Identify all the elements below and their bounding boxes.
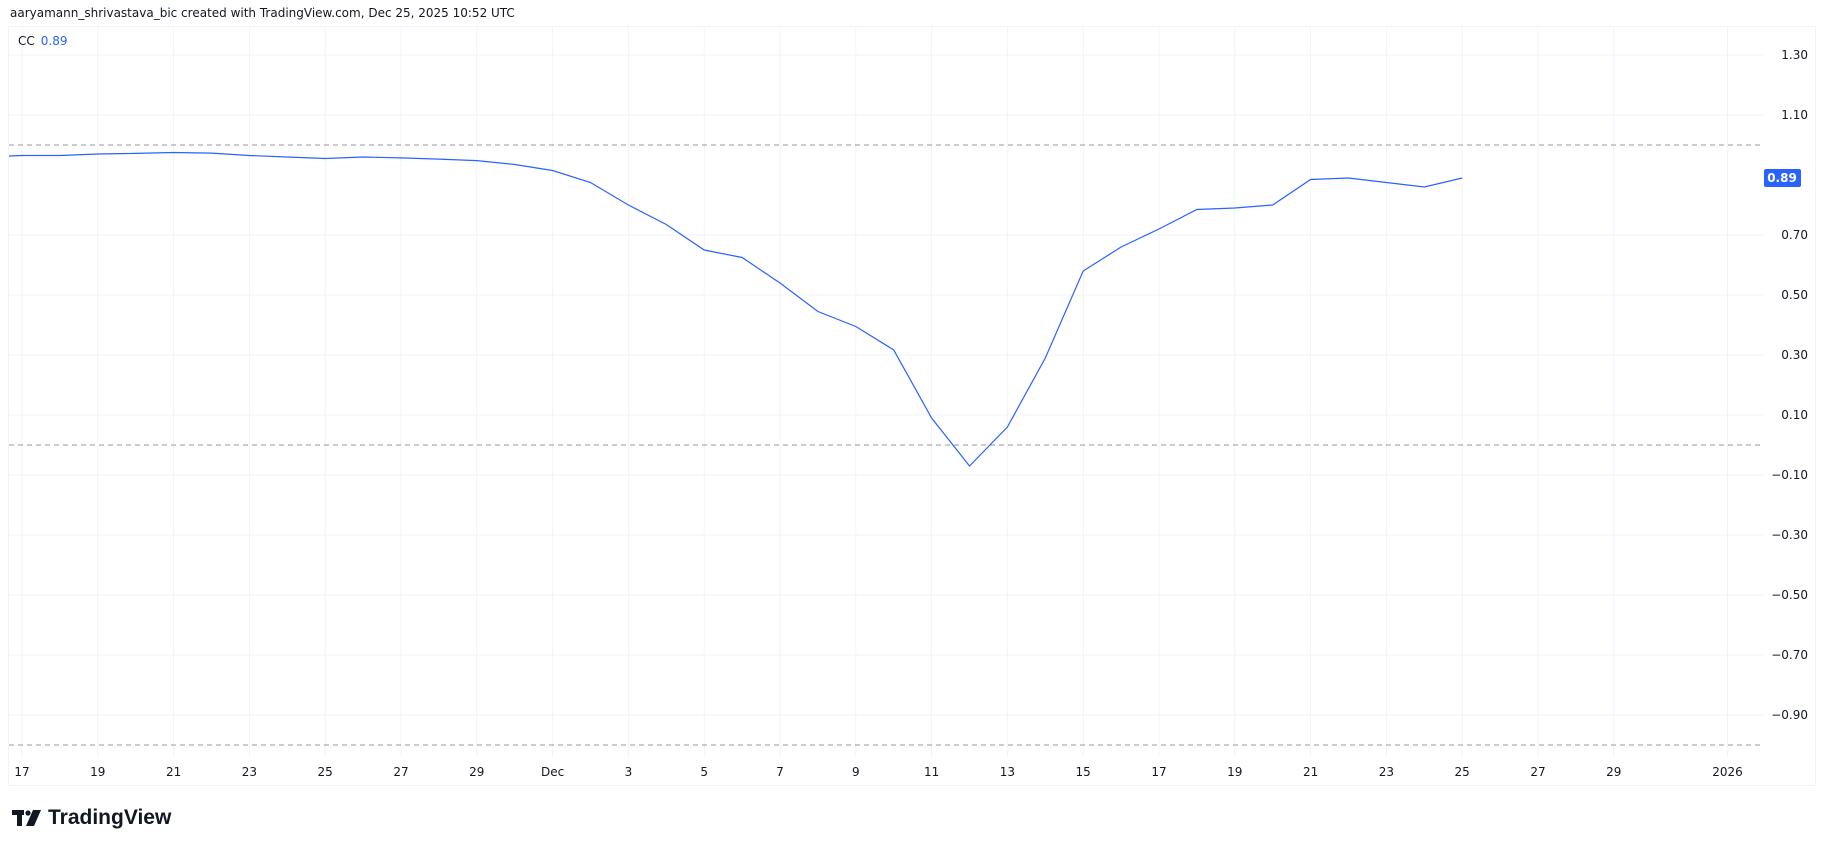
y-tick-label: 1.10 [1781,108,1808,122]
x-tick-label: 29 [469,765,484,779]
cc-series-line [9,151,1463,467]
y-tick-label: −0.90 [1771,708,1808,722]
tradingview-logo-icon [12,810,41,826]
y-tick-label: −0.10 [1771,468,1808,482]
x-tick-label: 19 [90,765,105,779]
y-tick-label: 0.50 [1781,288,1808,302]
legend: CC 0.89 [18,34,67,48]
tradingview-logo: TradingView [12,806,171,830]
y-tick-label: −0.30 [1771,528,1808,542]
chart-pane[interactable] [8,26,1816,786]
attribution-text: aaryamann_shrivastava_bic created with T… [10,6,515,20]
x-tick-label: 2026 [1712,765,1743,779]
x-tick-label: 13 [1000,765,1015,779]
x-tick-label: 15 [1076,765,1091,779]
last-value-badge [1764,169,1801,187]
x-tick-label: 3 [625,765,633,779]
x-tick-label: 19 [1227,765,1242,779]
x-tick-label: 17 [14,765,29,779]
x-tick-label: 11 [924,765,939,779]
x-tick-label: 23 [242,765,257,779]
x-tick-label: 21 [1303,765,1318,779]
x-tick-label: 27 [1530,765,1545,779]
legend-symbol: CC [18,34,35,48]
x-tick-label: 9 [852,765,860,779]
x-tick-label: 29 [1606,765,1621,779]
y-tick-label: −0.50 [1771,588,1808,602]
x-tick-label: 23 [1379,765,1394,779]
x-tick-label: 21 [166,765,181,779]
y-tick-label: 0.70 [1781,228,1808,242]
x-tick-label: 17 [1151,765,1166,779]
last-value-label: 0.89 [1767,171,1797,185]
x-tick-label: 27 [393,765,408,779]
x-tick-label: 5 [700,765,708,779]
y-tick-label: 0.10 [1781,408,1808,422]
y-tick-label: 1.30 [1781,48,1808,62]
legend-value: 0.89 [40,34,68,48]
x-tick-label: 25 [1455,765,1470,779]
logo-text: TradingView [48,806,172,829]
x-tick-label: 25 [318,765,333,779]
y-tick-label: −0.70 [1771,648,1808,662]
x-tick-label: Dec [541,765,564,779]
x-tick-label: 7 [776,765,784,779]
y-tick-label: 0.30 [1781,348,1808,362]
